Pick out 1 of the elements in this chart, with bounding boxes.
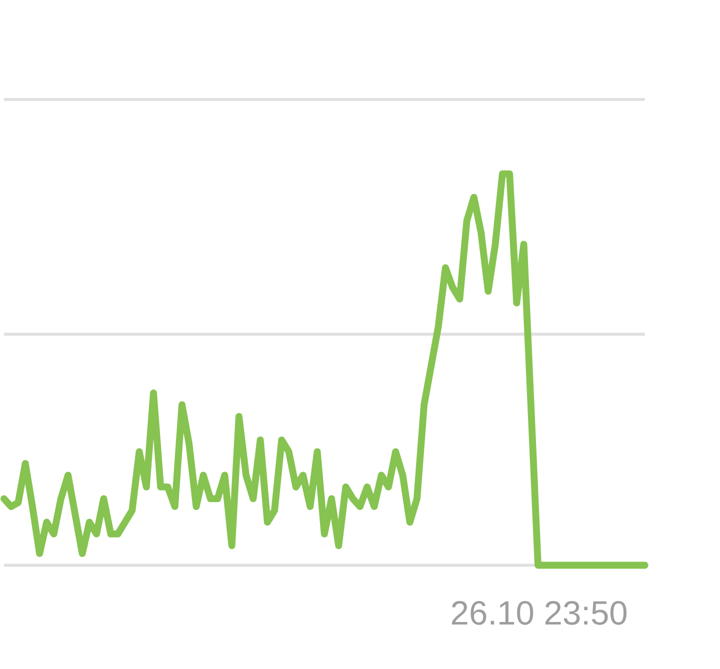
text: 26.10 23:50	[450, 596, 628, 633]
